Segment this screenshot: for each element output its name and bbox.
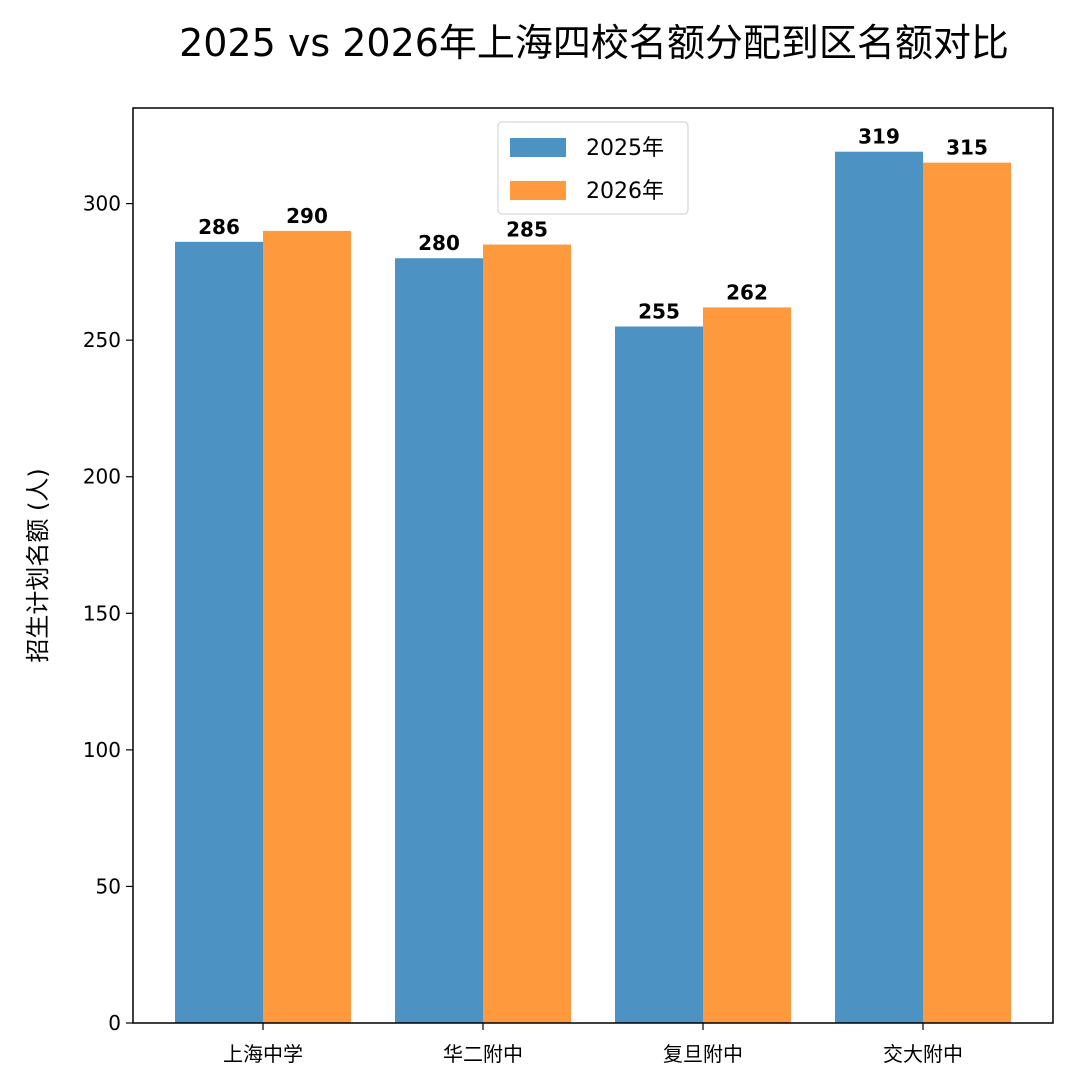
legend-label-1: 2025年 — [586, 136, 664, 161]
bars-layer — [175, 151, 1011, 1024]
plot-frame — [132, 107, 1054, 1024]
bar-1-3 — [615, 326, 703, 1024]
legend: 2025年 2026年 — [497, 121, 689, 215]
data-label-2-1: 290 — [286, 204, 328, 228]
x-tick-label: 华二附中 — [443, 1042, 523, 1066]
y-axis-label: 招生计划名额 (人) — [24, 468, 52, 662]
bar-2-4 — [923, 162, 1011, 1024]
legend-label-2: 2026年 — [586, 179, 664, 204]
bar-1-4 — [835, 151, 923, 1024]
y-tick-label: 0 — [108, 1011, 121, 1035]
y-tick-label: 100 — [83, 738, 121, 762]
y-tick-label: 150 — [83, 601, 121, 625]
x-tick-label: 交大附中 — [883, 1042, 963, 1066]
data-label-2-4: 315 — [946, 136, 988, 160]
data-label-1-1: 286 — [198, 215, 240, 239]
y-tick-label: 300 — [83, 192, 121, 216]
y-tick-label: 200 — [83, 465, 121, 489]
data-labels-layer: 286 290 280 285 255 262 319 315 — [198, 125, 988, 324]
legend-swatch-2 — [510, 181, 566, 200]
bar-1-2 — [395, 258, 483, 1023]
bar-2-3 — [703, 307, 791, 1023]
x-axis: 上海中学 华二附中 复旦附中 交大附中 — [223, 1023, 963, 1066]
x-tick-label: 上海中学 — [223, 1042, 303, 1066]
legend-swatch-1 — [510, 138, 566, 157]
y-tick-label: 50 — [96, 874, 121, 898]
data-label-2-3: 262 — [726, 280, 768, 304]
bar-2-1 — [263, 230, 351, 1023]
y-axis: 0 50 100 150 200 250 300 — [83, 192, 133, 1035]
data-label-2-2: 285 — [506, 218, 548, 242]
data-label-1-2: 280 — [418, 231, 460, 255]
bar-2-2 — [483, 244, 571, 1024]
y-tick-label: 250 — [83, 328, 121, 352]
x-tick-label: 复旦附中 — [663, 1042, 743, 1066]
chart-title: 2025 vs 2026年上海四校名额分配到区名额对比 — [179, 21, 1009, 65]
data-label-1-4: 319 — [858, 125, 900, 149]
bar-1-1 — [175, 241, 263, 1023]
data-label-1-3: 255 — [638, 300, 680, 324]
